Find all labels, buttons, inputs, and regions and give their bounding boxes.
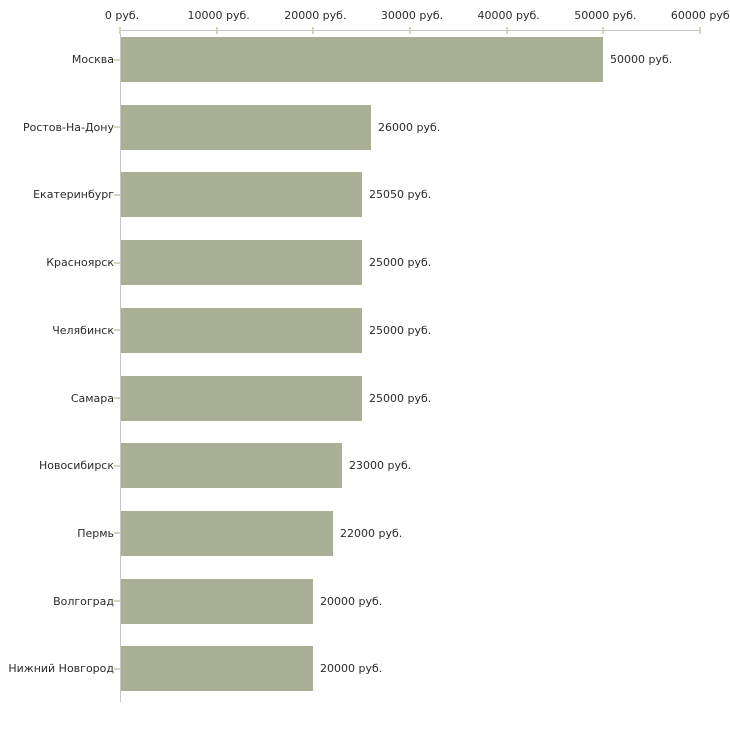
category-label: Самара	[70, 391, 114, 405]
x-axis-tick-mark	[409, 27, 411, 34]
bar	[121, 37, 603, 82]
y-axis-tick-mark	[114, 261, 120, 264]
x-axis-tick-mark	[602, 27, 605, 34]
x-axis-tick-mark	[215, 27, 218, 34]
category-label: Нижний Новгород	[8, 662, 114, 676]
x-axis-tick-label: 50000 руб.	[574, 9, 637, 22]
category-label: Ростов-На-Дону	[22, 120, 114, 134]
x-axis-tick-label: 30000 руб.	[380, 9, 444, 22]
bar	[121, 578, 313, 624]
x-axis-tick-mark	[699, 27, 701, 34]
category-label: Москва	[71, 53, 114, 66]
x-axis-tick-label: 0 руб.	[104, 9, 140, 22]
x-axis-tick-label: 10000 руб.	[187, 9, 250, 22]
x-axis-tick-label: 40000 руб.	[477, 9, 540, 22]
category-label: Екатеринбург	[33, 188, 114, 202]
bar	[121, 375, 362, 421]
value-label: 22000 руб.	[340, 526, 403, 540]
y-axis-tick-mark	[114, 600, 120, 603]
value-label: 20000 руб.	[320, 594, 383, 608]
y-axis-tick-mark	[114, 532, 120, 535]
category-label: Новосибирск	[38, 459, 114, 473]
value-label: 25000 руб.	[369, 256, 432, 270]
category-label: Красноярск	[46, 256, 114, 270]
category-label: Пермь	[77, 526, 114, 540]
y-axis-tick-mark	[114, 464, 120, 467]
x-axis-tick-mark	[119, 27, 121, 34]
value-label: 23000 руб.	[349, 459, 412, 473]
value-label: 50000 руб.	[610, 53, 673, 66]
x-axis-tick-label: 20000 руб.	[284, 9, 347, 22]
x-axis-tick-label: 60000 руб.	[670, 9, 730, 22]
value-label: 25000 руб.	[369, 391, 432, 405]
value-label: 26000 руб.	[378, 120, 441, 134]
x-axis-tick-mark	[312, 27, 315, 34]
y-axis-tick-mark	[114, 667, 120, 670]
x-axis-tick-mark	[505, 27, 508, 34]
bar	[121, 104, 371, 150]
category-label: Волгоград	[53, 594, 114, 608]
bar	[121, 240, 362, 286]
category-label: Челябинск	[52, 323, 114, 337]
y-axis-line	[120, 30, 121, 702]
value-label: 25050 руб.	[369, 188, 432, 202]
value-label: 20000 руб.	[320, 662, 383, 676]
y-axis-tick-mark	[114, 397, 120, 399]
bar	[121, 510, 333, 556]
value-label: 25000 руб.	[369, 323, 432, 337]
y-axis-tick-mark	[114, 329, 120, 332]
y-axis-tick-mark	[114, 193, 120, 196]
bar	[121, 307, 362, 353]
bar	[121, 443, 342, 489]
bar	[121, 172, 362, 218]
y-axis-tick-mark	[114, 126, 120, 129]
bar	[121, 646, 313, 692]
y-axis-tick-mark	[114, 58, 120, 61]
